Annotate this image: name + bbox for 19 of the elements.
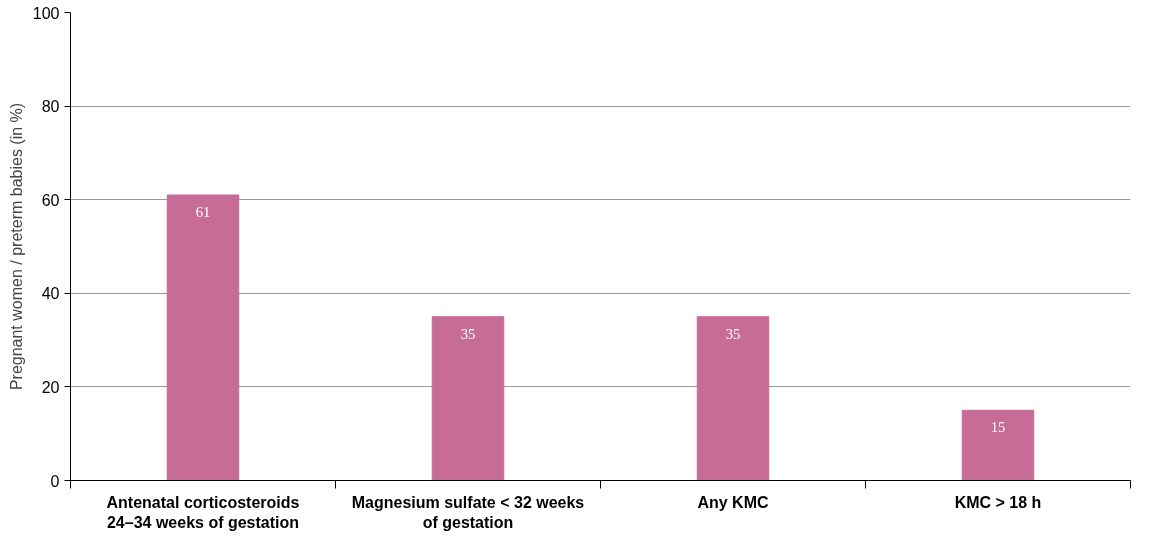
data-label: 35 [460,325,476,342]
x-tick-label: Magnesium sulfate < 32 weeks of gestation [351,493,585,531]
y-tick-label: 80 [41,98,60,116]
data-label: 15 [990,419,1006,436]
bar [166,194,240,481]
data-label: 35 [725,325,741,342]
y-tick-label: 20 [41,378,60,396]
y-tick-label: 40 [41,285,60,303]
x-tick-label: KMC > 18 h [954,493,1042,511]
bar [961,409,1035,481]
y-tick-label: 60 [41,191,60,209]
bar [431,316,505,481]
bar [696,316,770,481]
y-tick-label: 0 [50,472,60,490]
x-tick-label: Antenatal corticosteroids 24–34 weeks of gestation [106,493,300,531]
data-label: 61 [195,204,211,221]
x-tick-label: Any KMC [697,493,769,511]
y-tick-label: 100 [32,4,60,22]
y-axis-title: Pregnant women / preterm babies (in %) [7,102,25,391]
